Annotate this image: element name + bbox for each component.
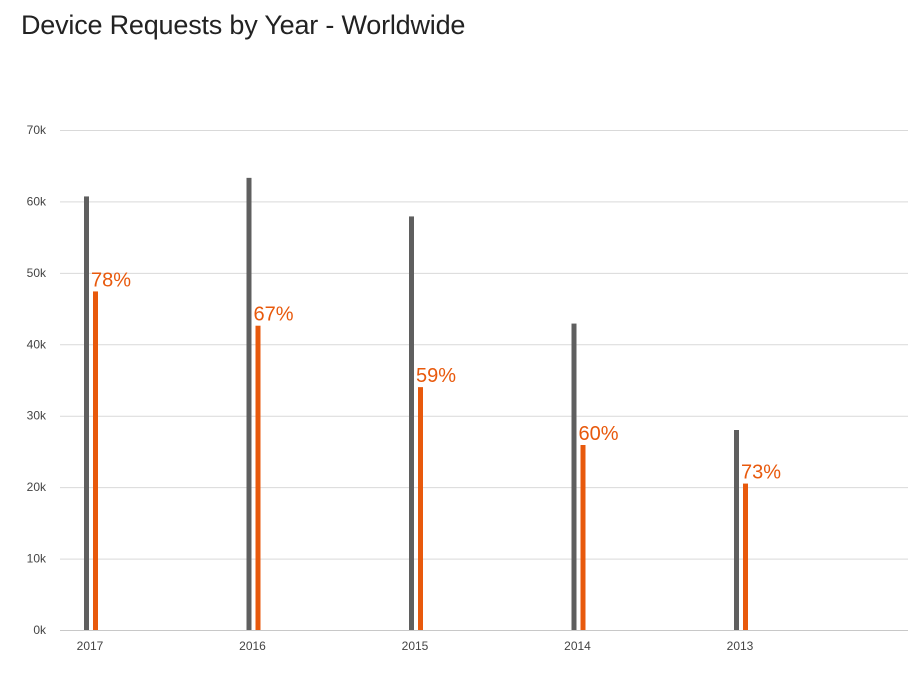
- gridlines: [60, 130, 908, 631]
- bar-total: [246, 177, 252, 630]
- bars: [84, 177, 748, 630]
- bar-share: [93, 291, 98, 630]
- data-label: 67%: [254, 304, 294, 326]
- x-tick-label: 2017: [77, 639, 104, 653]
- y-tick-label: 20k: [27, 480, 47, 494]
- data-labels: 78% 67% 59% 60% 73%: [91, 269, 781, 483]
- x-tick-label: 2016: [239, 639, 266, 653]
- y-tick-label: 10k: [27, 552, 47, 566]
- bar-share: [255, 325, 261, 630]
- bar-share: [418, 387, 423, 630]
- data-label: 78%: [91, 269, 131, 291]
- y-tick-label: 50k: [27, 266, 47, 280]
- x-tick-label: 2014: [564, 639, 591, 653]
- data-label: 59%: [416, 365, 456, 387]
- y-tick-label: 30k: [27, 409, 47, 423]
- x-tick-label: 2013: [727, 639, 754, 653]
- bar-total: [571, 323, 577, 630]
- data-label: 60%: [579, 423, 619, 445]
- y-axis-ticks: 0k 10k 20k 30k 40k 50k 60k 70k: [27, 123, 47, 637]
- y-tick-label: 40k: [27, 337, 47, 351]
- bar-total: [734, 430, 739, 630]
- y-tick-label: 70k: [27, 123, 47, 137]
- bar-share: [580, 445, 586, 630]
- y-tick-label: 0k: [33, 623, 47, 637]
- x-tick-label: 2015: [402, 639, 429, 653]
- bar-total: [84, 196, 89, 630]
- x-axis-ticks: 2017 2016 2015 2014 2013: [77, 639, 754, 653]
- bar-total: [409, 216, 414, 630]
- chart-title: Device Requests by Year - Worldwide: [21, 10, 466, 40]
- bar-share: [743, 483, 748, 630]
- y-tick-label: 60k: [27, 194, 47, 208]
- data-label: 73%: [741, 462, 781, 484]
